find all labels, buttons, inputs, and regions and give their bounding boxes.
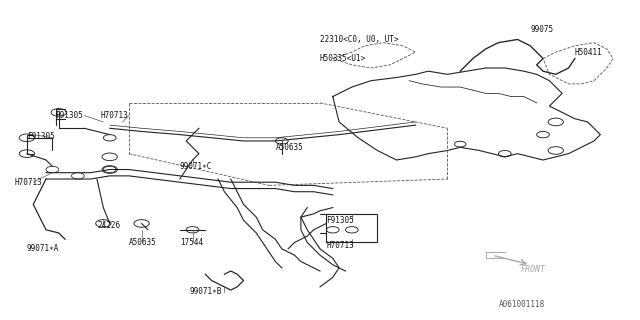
Bar — [326, 214, 378, 243]
Text: H50335<U1>: H50335<U1> — [320, 54, 366, 63]
Text: 99075: 99075 — [531, 25, 554, 35]
Text: 99071∗A: 99071∗A — [27, 244, 60, 253]
Text: 17544: 17544 — [180, 238, 203, 247]
Text: FRONT: FRONT — [521, 265, 546, 274]
Text: A50635: A50635 — [275, 143, 303, 152]
Text: A061001118: A061001118 — [499, 300, 545, 309]
Text: 24226: 24226 — [97, 220, 120, 229]
Text: H70713: H70713 — [14, 178, 42, 187]
Text: H70713: H70713 — [100, 111, 128, 120]
Text: 99071∗B: 99071∗B — [189, 287, 221, 296]
Text: 22310<C0, U0, UT>: 22310<C0, U0, UT> — [320, 35, 399, 44]
Text: F91305: F91305 — [27, 132, 54, 141]
Text: F91305: F91305 — [56, 111, 83, 120]
Text: A50635: A50635 — [129, 238, 157, 247]
Text: H70713: H70713 — [326, 241, 354, 250]
Text: H50411: H50411 — [575, 48, 603, 57]
Text: F91305: F91305 — [326, 216, 354, 225]
Text: 99071∗C: 99071∗C — [180, 162, 212, 171]
